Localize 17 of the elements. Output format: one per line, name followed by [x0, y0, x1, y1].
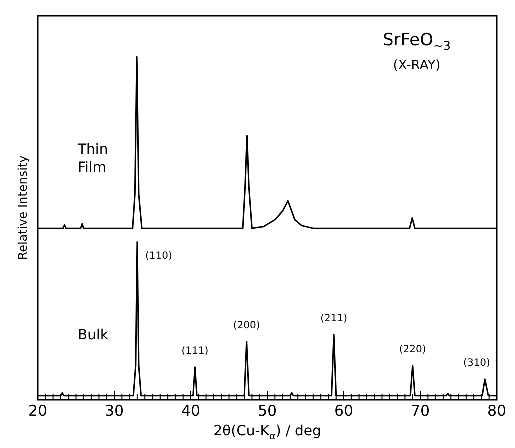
x-tick-label: 40 — [181, 402, 201, 420]
x-tick-label: 20 — [28, 402, 48, 420]
x-tick-label: 60 — [334, 402, 354, 420]
annotation: (111) — [182, 346, 209, 358]
series-label: Bulk — [78, 328, 110, 344]
annotation: (220) — [399, 344, 426, 356]
annotation: (110) — [145, 250, 172, 262]
y-axis-title: Relative Intensity — [16, 156, 30, 260]
x-tick-label: 70 — [410, 402, 430, 420]
x-tick-label: 50 — [258, 402, 278, 420]
series-label: Thin Film — [77, 142, 108, 176]
annotation: (X-RAY) — [393, 58, 441, 74]
annotation: (200) — [233, 320, 260, 332]
x-tick-label: 30 — [104, 402, 124, 420]
annotation: (310) — [464, 358, 491, 370]
annotation: (211) — [320, 313, 348, 324]
x-tick-label: 80 — [487, 402, 507, 420]
